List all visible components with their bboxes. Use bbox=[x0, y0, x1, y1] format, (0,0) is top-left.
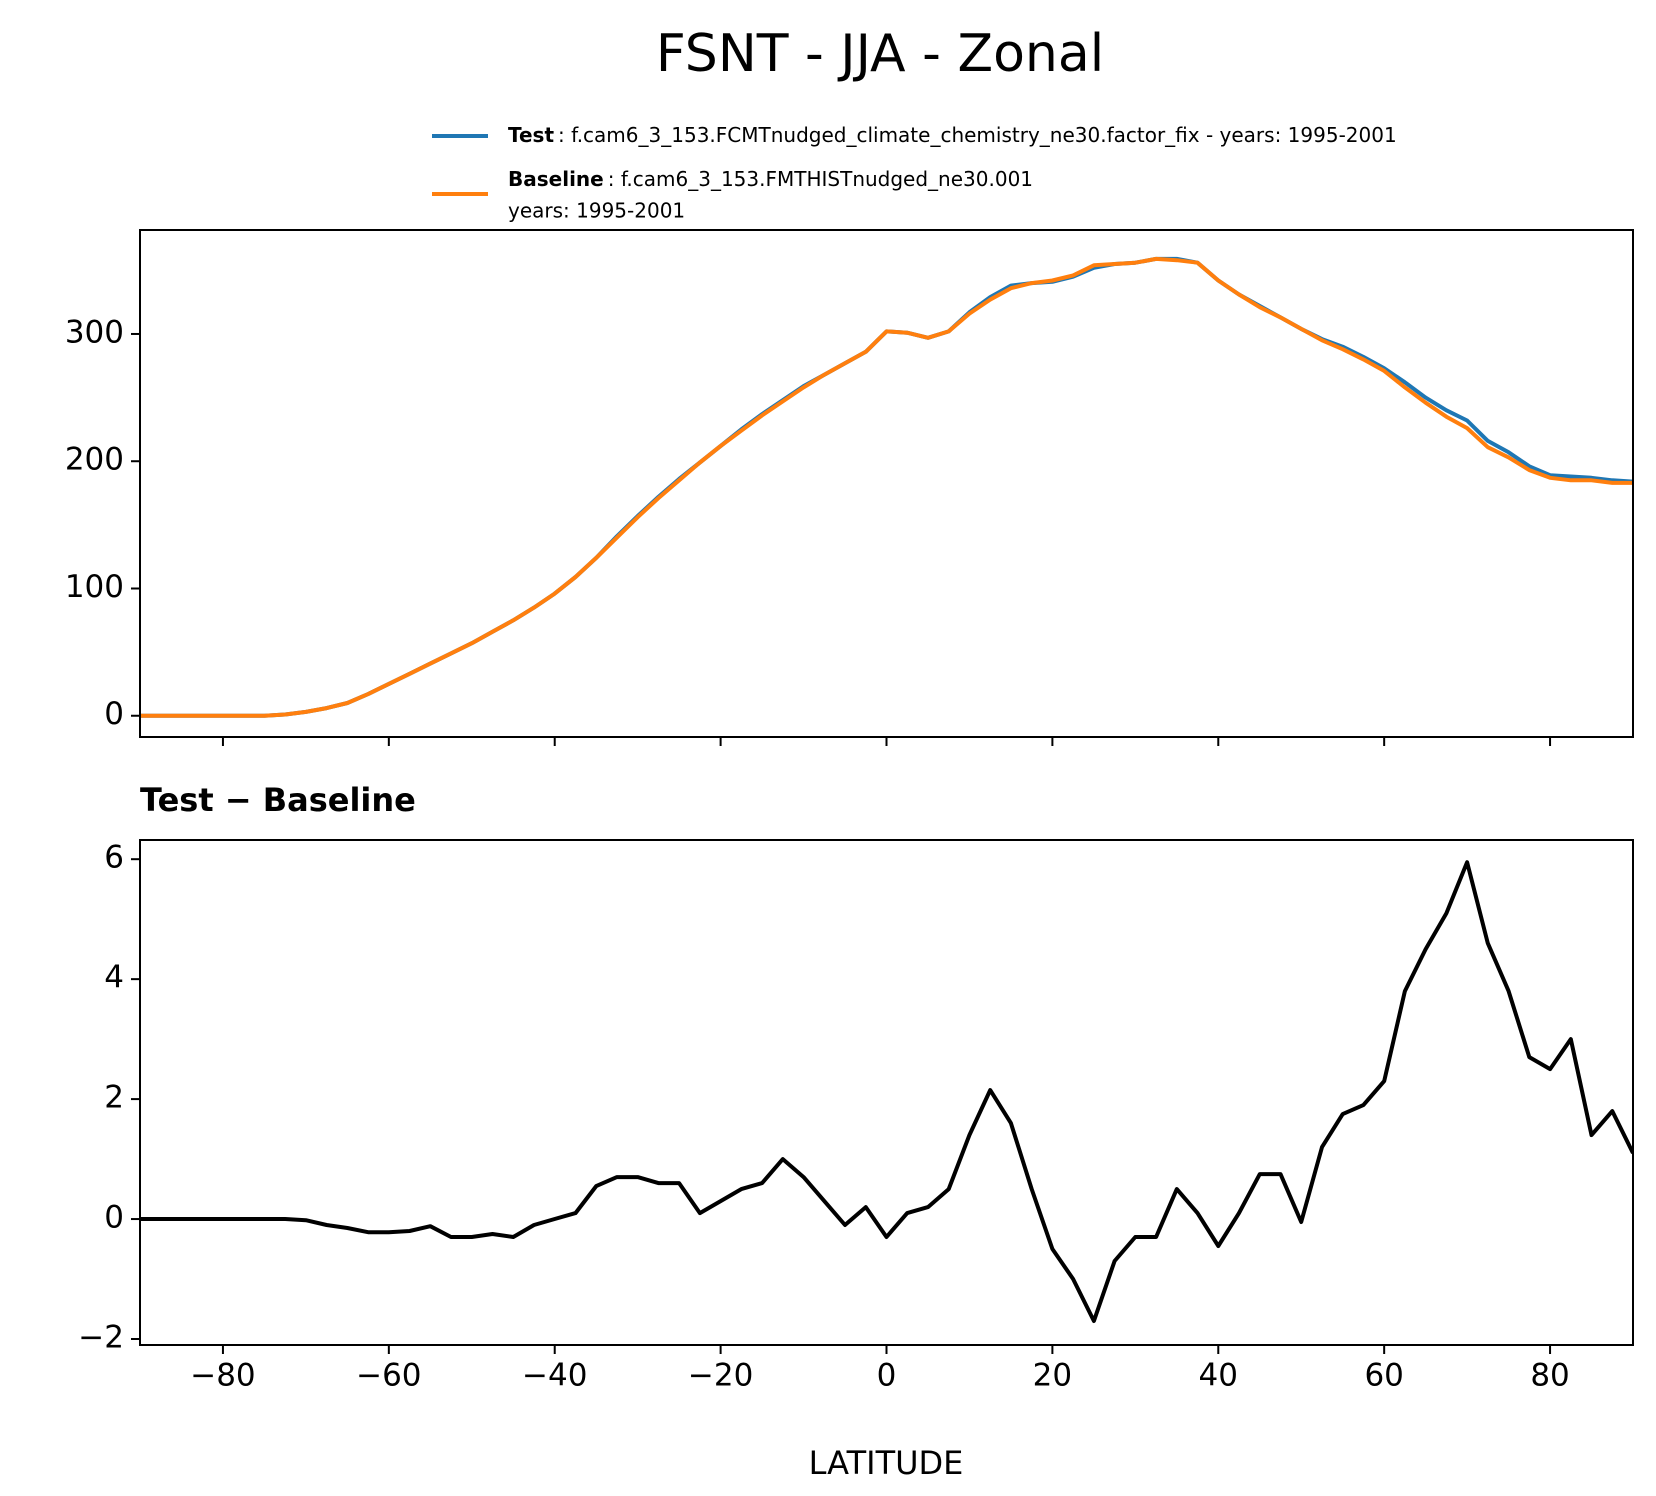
x-tick-label: −80 bbox=[190, 1358, 255, 1394]
y-tick-label: 6 bbox=[104, 840, 124, 876]
data-line bbox=[140, 256, 1633, 718]
y-tick-label: 300 bbox=[65, 314, 124, 350]
x-tick-label: 60 bbox=[1364, 1358, 1403, 1394]
x-tick-label: −20 bbox=[688, 1358, 753, 1394]
legend-entry: Baseline: f.cam6_3_153.FMTHISTnudged_ne3… bbox=[508, 167, 1033, 191]
x-tick-label: 20 bbox=[1033, 1358, 1072, 1394]
x-axis-label: LATITUDE bbox=[809, 1444, 964, 1482]
y-tick-label: 200 bbox=[65, 442, 124, 478]
y-tick-label: 2 bbox=[104, 1080, 124, 1116]
data-line bbox=[140, 256, 1633, 718]
y-tick-label: 100 bbox=[65, 569, 124, 605]
axes-frame bbox=[139, 839, 1634, 1346]
subplot-title: Test − Baseline bbox=[140, 781, 416, 819]
y-tick-label: 0 bbox=[104, 1200, 124, 1236]
y-tick-label: 0 bbox=[104, 696, 124, 732]
x-tick-label: −60 bbox=[356, 1358, 421, 1394]
legend-name: Baseline bbox=[508, 167, 604, 191]
x-tick-label: 40 bbox=[1199, 1358, 1238, 1394]
y-tick-label: −2 bbox=[78, 1320, 124, 1356]
x-tick-label: 0 bbox=[877, 1358, 897, 1394]
x-tick-label: −40 bbox=[522, 1358, 587, 1394]
data-line bbox=[140, 860, 1633, 1323]
legend-text: years: 1995-2001 bbox=[508, 199, 685, 223]
legend-entry: Test: f.cam6_3_153.FCMTnudged_climate_ch… bbox=[508, 123, 1397, 147]
y-tick-label: 4 bbox=[104, 960, 124, 996]
chart-title: FSNT - JJA - Zonal bbox=[656, 24, 1104, 84]
x-tick-label: 80 bbox=[1530, 1358, 1569, 1394]
legend-text: : f.cam6_3_153.FMTHISTnudged_ne30.001 bbox=[608, 167, 1033, 191]
legend-text: : f.cam6_3_153.FCMTnudged_climate_chemis… bbox=[558, 123, 1397, 147]
legend-name: Test bbox=[508, 123, 554, 147]
axes-frame bbox=[139, 229, 1634, 738]
